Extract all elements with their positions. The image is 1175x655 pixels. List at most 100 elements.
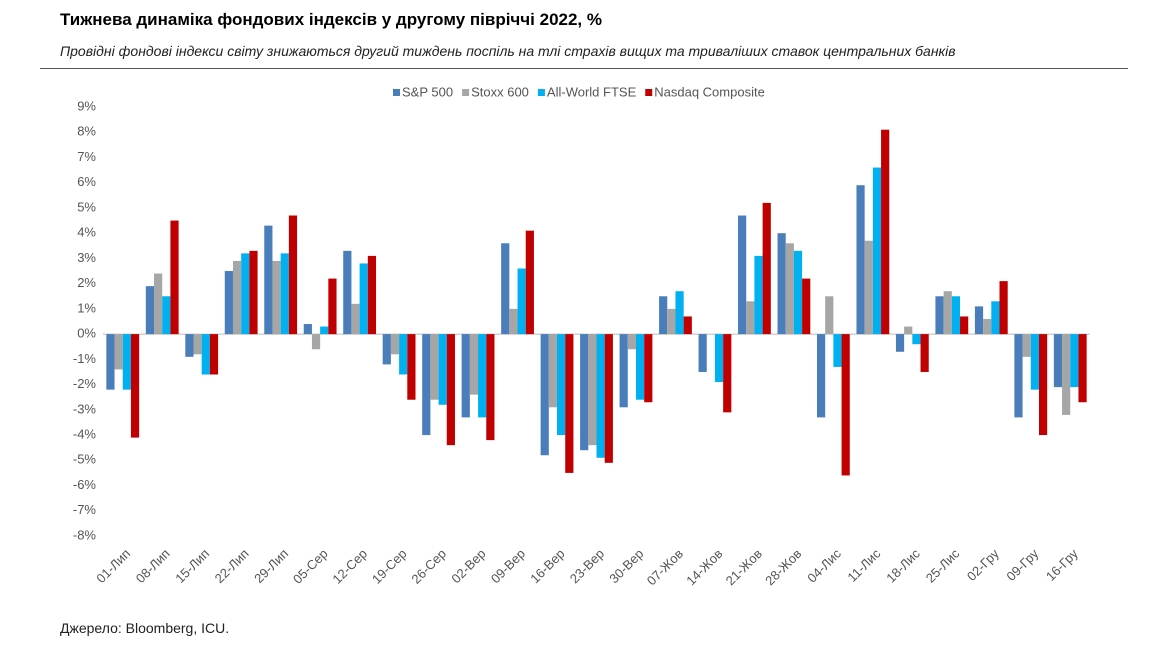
- bar: [525, 230, 534, 335]
- bar: [145, 286, 155, 335]
- bar: [122, 334, 131, 390]
- x-tick-label: 09-Гру: [1003, 546, 1041, 584]
- bar: [793, 250, 803, 335]
- y-tick-label: 2%: [77, 275, 96, 290]
- bar: [359, 263, 368, 335]
- bar: [486, 334, 495, 441]
- bar: [1070, 334, 1079, 388]
- x-tick-label: 23-Вер: [567, 546, 607, 586]
- legend-swatch: [393, 89, 400, 96]
- y-tick-label: -6%: [73, 477, 97, 492]
- bar: [303, 324, 312, 335]
- bar: [723, 334, 732, 413]
- bar: [509, 308, 518, 335]
- bar: [565, 334, 574, 473]
- x-tick-label: 05-Сер: [290, 546, 331, 587]
- bar: [478, 334, 487, 418]
- bar: [762, 202, 771, 335]
- bar: [904, 326, 913, 335]
- bar: [517, 268, 526, 335]
- x-tick-label: 14-Жов: [683, 546, 725, 588]
- bar: [802, 278, 811, 335]
- bar: [698, 334, 707, 372]
- bar: [777, 233, 786, 335]
- x-tick-label: 01-Лип: [93, 546, 133, 586]
- bar: [999, 281, 1008, 335]
- bar: [738, 215, 747, 335]
- bar: [382, 334, 391, 365]
- bar: [1030, 334, 1039, 390]
- bar: [343, 250, 352, 335]
- bar: [960, 316, 969, 335]
- bar: [446, 334, 455, 446]
- x-tick-label: 08-Лип: [133, 546, 173, 586]
- bar: [1053, 334, 1063, 388]
- x-tick-label: 30-Вер: [606, 546, 646, 586]
- x-tick-label: 19-Сер: [369, 546, 410, 587]
- bar: [1062, 334, 1071, 415]
- source-note: Джерело: Bloomberg, ICU.: [60, 620, 230, 636]
- legend-label: Nasdaq Composite: [654, 84, 765, 99]
- bar: [461, 334, 470, 418]
- x-tick-label: 25-Лис: [923, 546, 963, 586]
- bar: [872, 167, 882, 335]
- bar: [991, 301, 1000, 335]
- y-tick-label: 8%: [77, 124, 96, 139]
- bar: [162, 296, 171, 335]
- legend-swatch: [645, 89, 653, 96]
- bar: [328, 278, 337, 335]
- bar: [841, 334, 850, 476]
- bar: [1038, 334, 1048, 436]
- bar: [644, 334, 653, 403]
- bar: [390, 334, 400, 355]
- bar: [501, 243, 510, 335]
- legend-swatch: [462, 89, 470, 96]
- x-tick-label: 11-Лис: [844, 546, 883, 585]
- bar: [399, 334, 408, 375]
- bar: [201, 334, 210, 375]
- bar: [714, 334, 724, 383]
- bar: [627, 334, 636, 350]
- chart-title: Тижнева динаміка фондових індексів у дру…: [60, 10, 602, 29]
- divider: [40, 68, 1128, 69]
- bar: [864, 240, 873, 335]
- x-tick-label: 18-Лис: [883, 546, 923, 586]
- bar: [209, 334, 219, 375]
- bar: [825, 296, 834, 335]
- x-tick-label: 28-Жов: [762, 546, 804, 588]
- bar: [596, 334, 605, 458]
- bar: [557, 334, 566, 436]
- bar: [272, 260, 281, 335]
- bar: [311, 334, 321, 350]
- x-tick-label: 22-Лип: [212, 546, 252, 586]
- bar: [1014, 334, 1023, 418]
- y-tick-label: 0%: [77, 326, 96, 341]
- y-tick-label: -2%: [73, 376, 97, 391]
- y-tick-label: 6%: [77, 174, 96, 189]
- legend-label: S&P 500: [402, 84, 453, 99]
- bar: [746, 301, 755, 335]
- bar: [185, 334, 194, 357]
- bar: [106, 334, 115, 390]
- bar: [469, 334, 479, 395]
- bar: [659, 296, 668, 335]
- legend-label: Stoxx 600: [471, 84, 529, 99]
- x-tick-label: 04-Лис: [804, 546, 844, 586]
- y-tick-label: -3%: [73, 401, 97, 416]
- bar: [1078, 334, 1087, 403]
- y-tick-label: 7%: [77, 149, 96, 164]
- bar: [588, 334, 597, 446]
- bar: [367, 255, 377, 335]
- bar: [635, 334, 645, 400]
- bar: [754, 255, 763, 335]
- x-tick-label: 16-Вер: [527, 546, 567, 586]
- bar: [154, 273, 163, 335]
- bar: [249, 250, 258, 335]
- y-tick-label: 1%: [77, 300, 96, 315]
- x-tick-label: 15-Лип: [172, 546, 212, 586]
- bar: [935, 296, 944, 335]
- y-tick-label: -1%: [73, 351, 97, 366]
- bar: [675, 291, 684, 335]
